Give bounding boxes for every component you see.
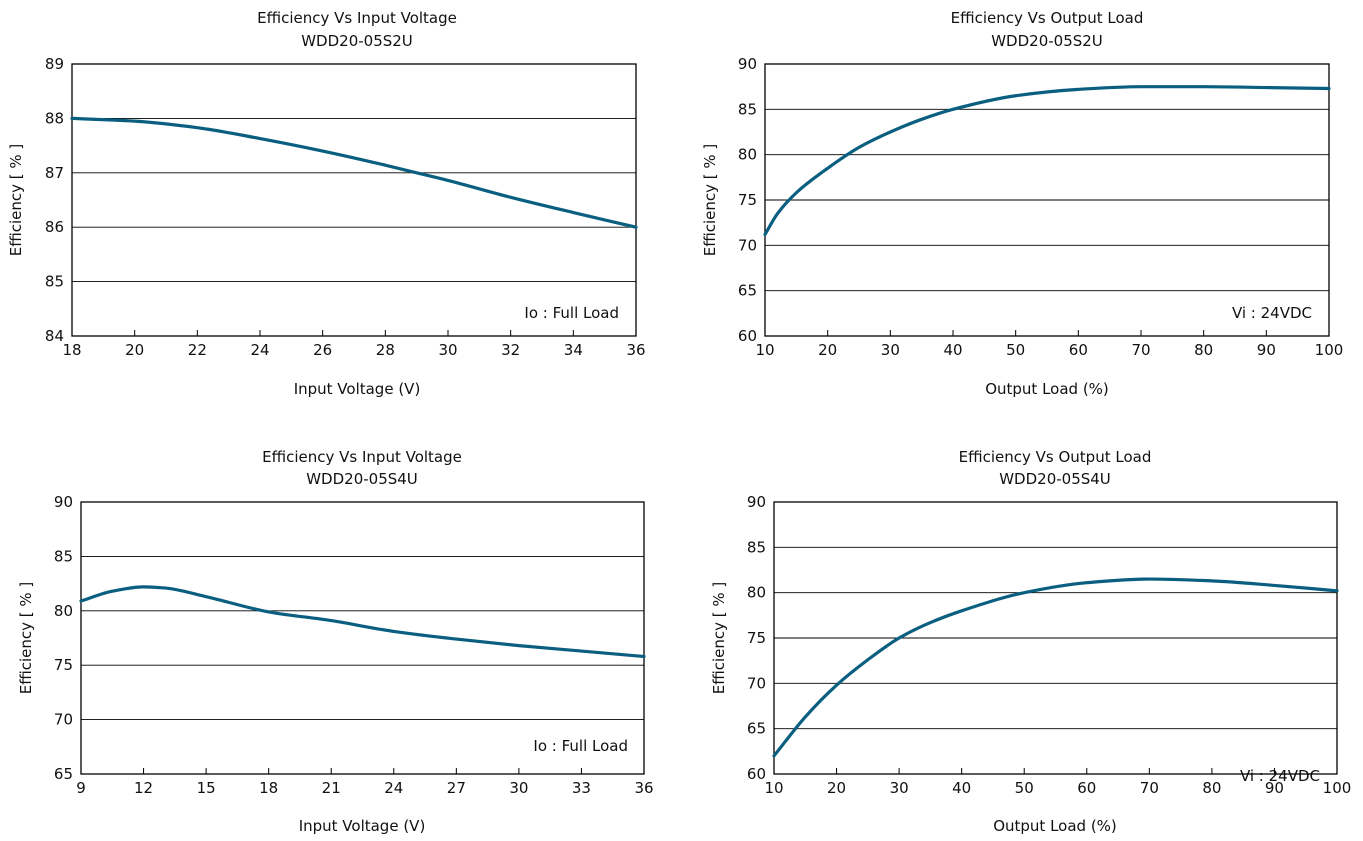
y-tick-label: 85 — [54, 547, 73, 565]
chart-title: Efficiency Vs Input Voltage — [257, 9, 457, 27]
plot-frame — [71, 63, 637, 337]
condition-annotation: Io : Full Load — [533, 737, 628, 755]
x-tick-label: 21 — [322, 779, 341, 797]
plot-frame — [773, 501, 1338, 775]
chart-title: Efficiency Vs Output Load — [959, 448, 1152, 466]
x-tick-label: 9 — [76, 779, 86, 797]
x-tick-label: 30 — [890, 779, 909, 797]
x-axis-label: Input Voltage (V) — [299, 817, 426, 835]
chart-title: Efficiency Vs Input Voltage — [262, 448, 462, 466]
efficiency-curve — [79, 585, 646, 659]
efficiency-curve — [763, 85, 1331, 237]
x-tick-label: 34 — [564, 341, 583, 359]
plot-frame — [764, 63, 1330, 337]
x-tick-label: 80 — [1202, 779, 1221, 797]
chart-subtitle: WDD20-05S4U — [306, 470, 418, 488]
efficiency-curve — [772, 577, 1339, 758]
y-tick-label: 88 — [45, 109, 64, 127]
x-tick-label: 50 — [1015, 779, 1034, 797]
y-tick-label: 70 — [747, 674, 766, 692]
y-tick-label: 65 — [747, 720, 766, 738]
x-tick-label: 40 — [952, 779, 971, 797]
y-axis-label: Efficiency [ % ] — [701, 144, 719, 257]
x-tick-label: 27 — [447, 779, 466, 797]
x-tick-label: 60 — [1069, 341, 1088, 359]
y-tick-label: 75 — [738, 191, 757, 209]
y-tick-label: 70 — [738, 236, 757, 254]
y-axis-label: Efficiency [ % ] — [710, 582, 728, 695]
x-tick-label: 24 — [250, 341, 269, 359]
x-axis-label: Input Voltage (V) — [294, 380, 421, 398]
chart-subtitle: WDD20-05S2U — [301, 32, 413, 50]
condition-annotation: Io : Full Load — [524, 304, 619, 322]
x-tick-label: 30 — [881, 341, 900, 359]
x-tick-label: 90 — [1257, 341, 1276, 359]
y-axis-label: Efficiency [ % ] — [17, 582, 35, 695]
y-tick-label: 86 — [45, 218, 64, 236]
chart-title: Efficiency Vs Output Load — [951, 9, 1144, 27]
x-tick-label: 24 — [384, 779, 403, 797]
y-tick-label: 60 — [747, 765, 766, 783]
chart-subtitle: WDD20-05S4U — [999, 470, 1111, 488]
y-tick-label: 85 — [738, 100, 757, 118]
x-tick-label: 15 — [197, 779, 216, 797]
x-tick-label: 12 — [134, 779, 153, 797]
y-tick-label: 84 — [45, 327, 64, 345]
x-axis-label: Output Load (%) — [993, 817, 1117, 835]
condition-annotation: Vi : 24VDC — [1240, 767, 1320, 785]
x-tick-label: 70 — [1140, 779, 1159, 797]
x-tick-label: 26 — [313, 341, 332, 359]
x-tick-label: 36 — [634, 779, 653, 797]
x-tick-label: 80 — [1194, 341, 1213, 359]
y-tick-label: 89 — [45, 55, 64, 73]
x-tick-label: 18 — [259, 779, 278, 797]
x-tick-label: 60 — [1077, 779, 1096, 797]
y-tick-label: 70 — [54, 711, 73, 729]
x-tick-label: 30 — [438, 341, 457, 359]
x-tick-label: 20 — [818, 341, 837, 359]
y-tick-label: 85 — [747, 538, 766, 556]
y-tick-label: 65 — [54, 765, 73, 783]
x-tick-label: 33 — [572, 779, 591, 797]
condition-annotation: Vi : 24VDC — [1232, 304, 1312, 322]
plot-frame — [80, 501, 645, 775]
x-tick-label: 20 — [827, 779, 846, 797]
y-axis-label: Efficiency [ % ] — [7, 144, 25, 257]
x-tick-label: 36 — [626, 341, 645, 359]
x-tick-label: 10 — [764, 779, 783, 797]
x-tick-label: 100 — [1323, 779, 1352, 797]
x-tick-label: 30 — [509, 779, 528, 797]
x-tick-label: 50 — [1006, 341, 1025, 359]
y-tick-label: 90 — [738, 55, 757, 73]
x-axis-label: Output Load (%) — [985, 380, 1109, 398]
y-tick-label: 80 — [747, 584, 766, 602]
y-tick-label: 75 — [54, 656, 73, 674]
y-tick-label: 87 — [45, 164, 64, 182]
y-tick-label: 90 — [54, 493, 73, 511]
chart-panel-efficiency-vs-output-load-s4u: Efficiency Vs Output Load WDD20-05S4U Ou… — [710, 448, 1351, 835]
chart-subtitle: WDD20-05S2U — [991, 32, 1103, 50]
chart-panel-efficiency-vs-input-voltage-s4u: Efficiency Vs Input Voltage WDD20-05S4U … — [17, 448, 654, 835]
x-tick-label: 90 — [1265, 779, 1284, 797]
x-tick-label: 40 — [943, 341, 962, 359]
chart-panel-efficiency-vs-input-voltage-s2u: Efficiency Vs Input Voltage WDD20-05S2U … — [7, 9, 646, 398]
x-tick-label: 100 — [1315, 341, 1344, 359]
y-tick-label: 80 — [738, 146, 757, 164]
x-tick-label: 10 — [755, 341, 774, 359]
y-tick-label: 75 — [747, 629, 766, 647]
y-tick-label: 65 — [738, 282, 757, 300]
x-tick-label: 22 — [188, 341, 207, 359]
x-tick-label: 32 — [501, 341, 520, 359]
x-tick-label: 28 — [376, 341, 395, 359]
y-tick-label: 85 — [45, 273, 64, 291]
chart-panel-efficiency-vs-output-load-s2u: Efficiency Vs Output Load WDD20-05S2U Ou… — [701, 9, 1343, 398]
y-tick-label: 90 — [747, 493, 766, 511]
x-tick-label: 70 — [1131, 341, 1150, 359]
x-tick-label: 20 — [125, 341, 144, 359]
y-tick-label: 60 — [738, 327, 757, 345]
x-tick-label: 18 — [62, 341, 81, 359]
efficiency-curve — [70, 116, 638, 229]
y-tick-label: 80 — [54, 602, 73, 620]
